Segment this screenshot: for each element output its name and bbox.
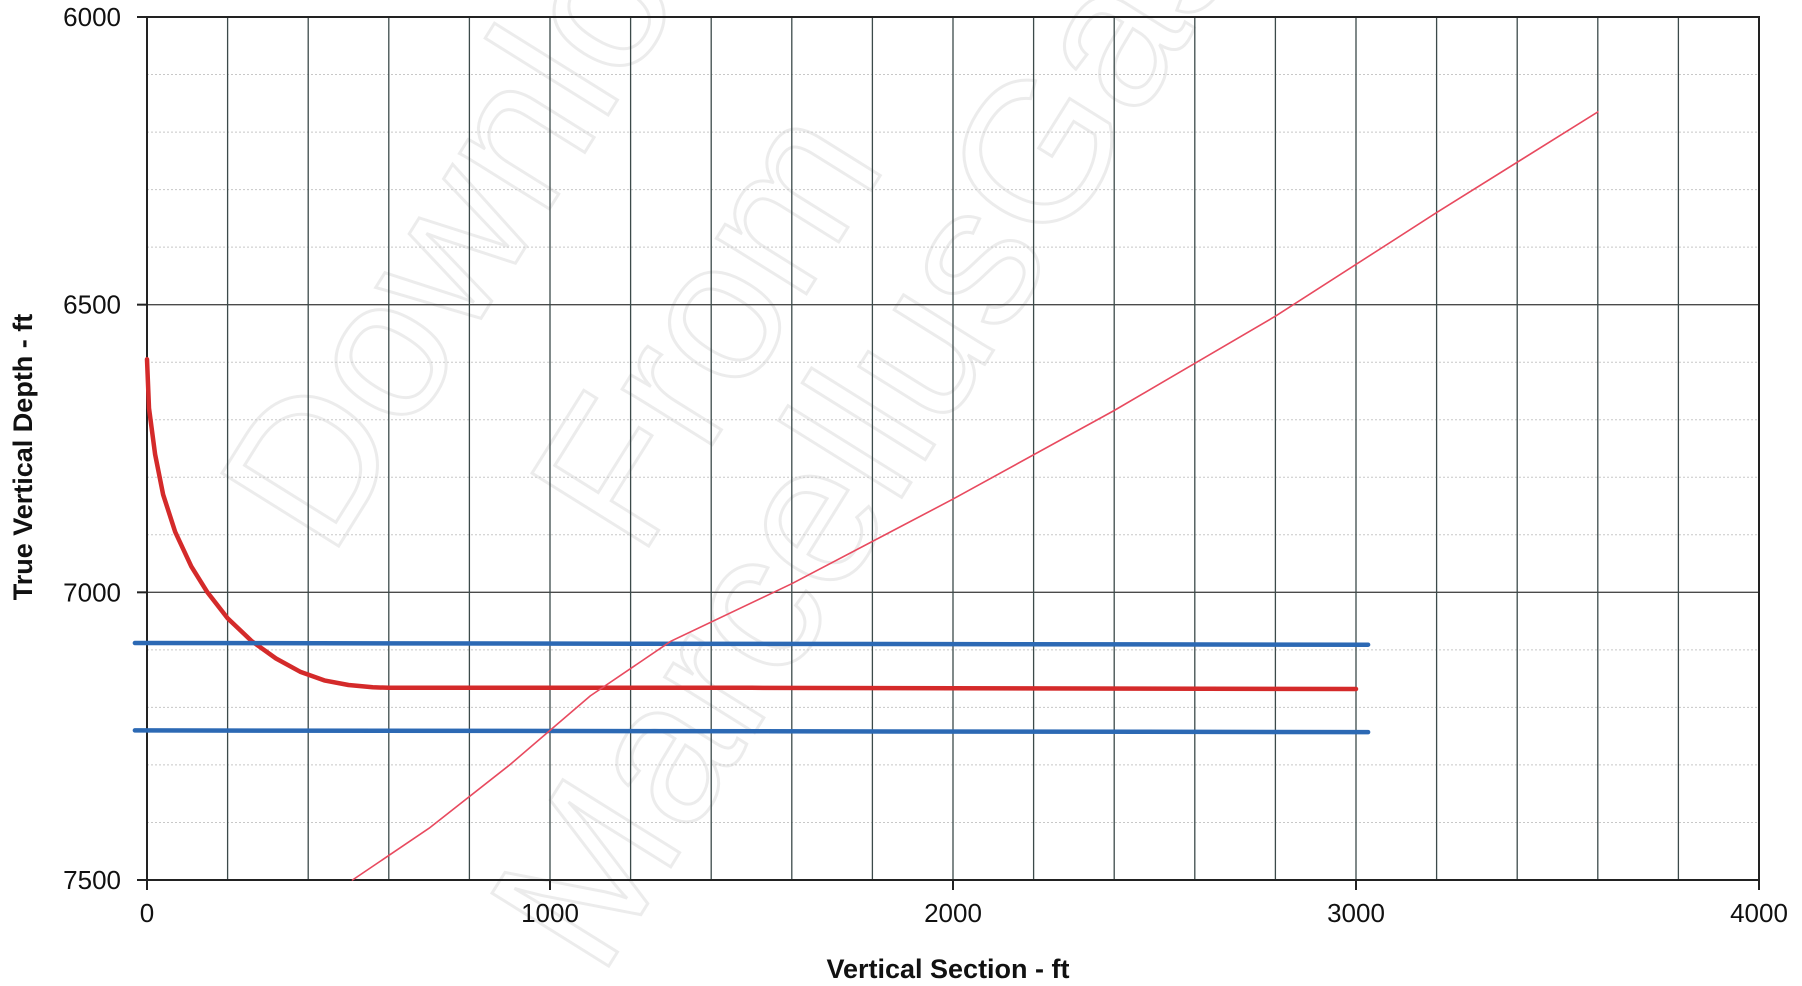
x-axis-label: Vertical Section - ft (826, 954, 1069, 984)
data-series (132, 111, 1599, 881)
x-tick-label: 1000 (521, 898, 579, 928)
y-tick-label: 7500 (63, 865, 121, 895)
x-tick-label: 0 (140, 898, 154, 928)
series-line-2 (132, 640, 1371, 647)
x-tick-label: 2000 (924, 898, 982, 928)
x-tick-label: 3000 (1327, 898, 1385, 928)
y-tick-label: 7000 (63, 577, 121, 607)
y-tick-label: 6500 (63, 290, 121, 320)
gridlines (146, 16, 1760, 881)
x-tick-label: 4000 (1730, 898, 1788, 928)
series-line-3 (132, 728, 1371, 735)
tick-labels: 6000 6500 7000 7500 0 1000 2000 3000 4000 (63, 2, 1788, 928)
watermark: Download From MarcellusGas.Org (176, 0, 1492, 986)
axes (137, 16, 1760, 890)
y-tick-label: 6000 (63, 2, 121, 32)
y-axis-label: True Vertical Depth - ft (8, 314, 38, 601)
series-line-4 (351, 111, 1599, 881)
